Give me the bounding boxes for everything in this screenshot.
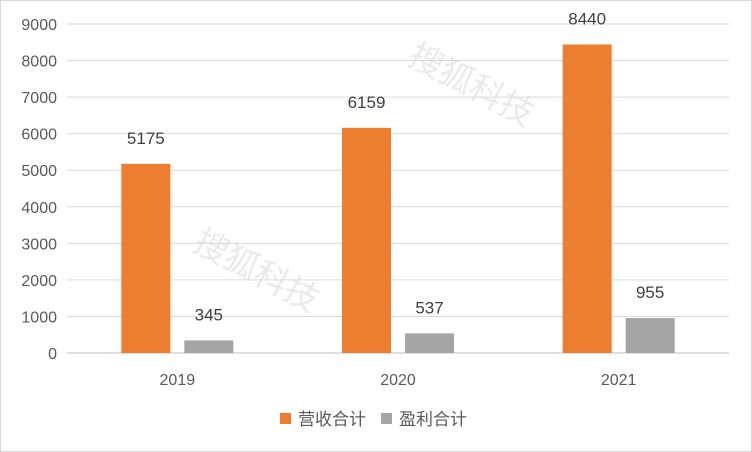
bar xyxy=(121,163,171,353)
y-tick-label: 0 xyxy=(48,346,57,363)
watermark-upper: 搜狐科技 xyxy=(402,36,541,135)
data-label: 537 xyxy=(415,298,443,317)
grid-layer xyxy=(67,23,729,354)
x-tick-label: 2019 xyxy=(160,372,196,389)
y-tick-label: 1000 xyxy=(21,309,57,326)
y-tick-label: 4000 xyxy=(21,200,57,217)
bars xyxy=(121,44,675,354)
bar xyxy=(405,333,454,353)
bar xyxy=(562,44,612,354)
legend-swatch-revenue xyxy=(280,413,291,424)
bar xyxy=(342,127,391,353)
data-label: 955 xyxy=(636,283,664,302)
data-label: 5175 xyxy=(127,129,165,148)
legend: 营收合计 盈利合计 xyxy=(280,410,467,430)
legend-label-profit: 盈利合计 xyxy=(399,410,467,430)
y-tick-label: 9000 xyxy=(21,17,57,34)
x-tick-label: 2021 xyxy=(601,372,637,389)
y-tick-label: 8000 xyxy=(21,54,57,71)
data-label: 8440 xyxy=(568,9,606,28)
legend-label-revenue: 营收合计 xyxy=(298,410,366,430)
legend-swatch-profit xyxy=(381,413,392,424)
y-tick-label: 7000 xyxy=(21,90,57,107)
data-labels: 5175 345 6159 537 8440 955 xyxy=(127,9,664,324)
x-tick-label: 2020 xyxy=(380,372,416,389)
y-tick-label: 2000 xyxy=(21,273,57,290)
y-tick-label: 6000 xyxy=(21,127,57,144)
data-label: 6159 xyxy=(348,93,386,112)
data-label: 345 xyxy=(195,305,223,324)
y-axis: 0 1000 2000 3000 4000 5000 6000 7000 8000 9000 xyxy=(21,17,57,363)
x-axis: 2019 2020 2021 xyxy=(160,372,637,389)
y-tick-label: 5000 xyxy=(21,163,57,180)
bar xyxy=(184,340,234,353)
y-tick-label: 3000 xyxy=(21,236,57,253)
bar xyxy=(625,318,675,353)
